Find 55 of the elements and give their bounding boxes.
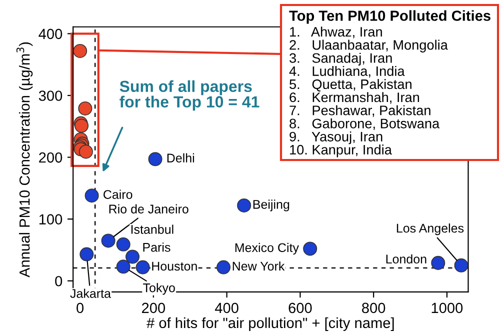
point [237, 198, 252, 212]
x-tick-label: 0 [76, 302, 84, 314]
point [136, 260, 150, 274]
point [431, 256, 446, 270]
point [78, 144, 93, 159]
x-tick-label: 600 [288, 302, 312, 314]
annotation: Cairo [104, 190, 132, 199]
x-tick-label: 1000 [432, 302, 463, 314]
point [116, 260, 130, 274]
annotation: Paris [143, 242, 170, 252]
y-tick-label: 400 [38, 28, 62, 40]
annotation: 3. Sanadaj, Iran [290, 52, 392, 66]
point [303, 242, 318, 256]
point [148, 152, 162, 166]
point [126, 250, 140, 264]
x-axis-title: # of hits for "air pollution" + [city name] [146, 317, 394, 331]
x-tick-label: 400 [214, 302, 238, 314]
point [84, 188, 99, 203]
annotation: 2. Ulaanbaatar, Mongolia [290, 40, 448, 52]
annotation: Houston [152, 262, 197, 271]
x-tick-label: 800 [362, 302, 386, 314]
annotation: Beijing [253, 200, 290, 212]
point [454, 258, 468, 272]
y-tick-label: 100 [39, 214, 62, 224]
annotation: Sum of all papers for the Top 10 = 41 [120, 80, 260, 111]
annotation: 8. Gaborone, Botswana [290, 118, 440, 130]
point [78, 101, 92, 116]
point [73, 44, 88, 58]
point [116, 237, 130, 252]
annotation: Mexico City [235, 242, 299, 255]
annotation: 9. Yasouj, Iran [290, 131, 382, 144]
y-tick-label: 0 [55, 276, 62, 286]
text: Top Ten PM10 Polluted Cities [289, 10, 490, 24]
point [216, 260, 231, 274]
y-tick-label: 200 [39, 152, 62, 163]
y-axis-title: Annual PM10 Concentration (µg/m$^{3}$) [16, 42, 33, 278]
annotation: Los Angeles [396, 223, 464, 236]
point [80, 247, 94, 262]
annotation: Jakarta [70, 288, 111, 298]
annotation: Tokyo [143, 283, 175, 295]
point [74, 118, 89, 133]
annotation: 7. Peshawar, Pakistan [290, 105, 430, 117]
annotation: Rio de Janeiro [109, 204, 188, 214]
y-tick-label: 300 [38, 90, 62, 101]
annotation: London [386, 254, 426, 264]
annotation: 5. Quetta, Pakistan [290, 79, 412, 92]
annotation: 6. Kermanshah, Iran [290, 92, 420, 104]
annotation: 1. Ahwaz, Iran [290, 26, 382, 38]
annotation: Istanbul [131, 224, 174, 234]
point [101, 234, 116, 248]
annotation: 10. Kanpur, India [290, 144, 392, 158]
annotation: 4. Ludhiana, India [289, 66, 405, 78]
x-tick-label: 200 [142, 302, 166, 314]
annotation: New York [232, 261, 285, 271]
annotation: Delhi [167, 153, 194, 162]
